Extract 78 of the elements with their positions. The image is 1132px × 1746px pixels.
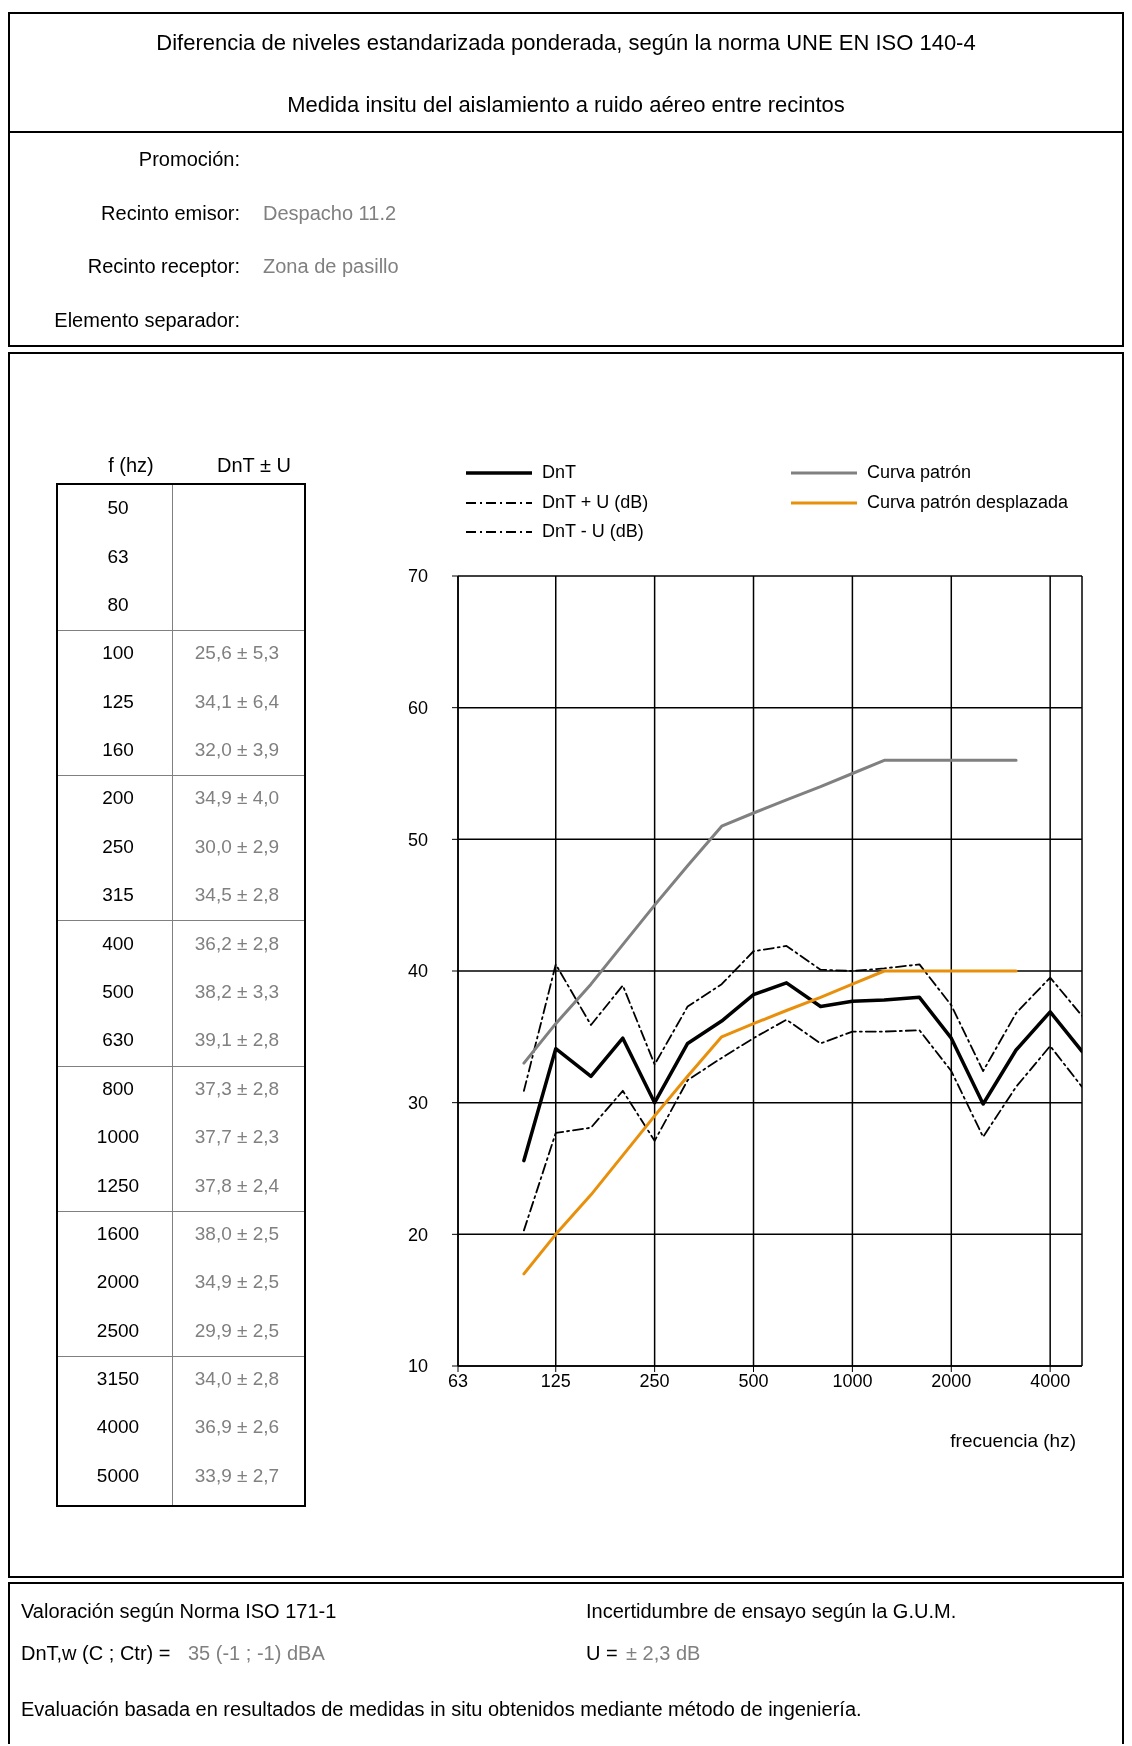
- text: 34,9 ± 2,5: [193, 1271, 281, 1294]
- text: 100: [101, 642, 135, 665]
- text: Evaluación basada en resultados de medidas in situ obtenidos mediante método de ingeniería.: [21, 1698, 862, 1721]
- x-tick-label: 125: [540, 1370, 571, 1391]
- text: 630: [101, 1029, 135, 1052]
- y-tick-label: 20: [407, 1224, 428, 1245]
- text: 125: [101, 690, 135, 713]
- legend-label: DnT - U (dB): [542, 521, 644, 542]
- y-tick-label: 40: [407, 961, 428, 982]
- text: Recinto emisor:: [101, 202, 240, 225]
- legend-label: DnT + U (dB): [542, 492, 649, 513]
- text: 1000: [95, 1126, 141, 1149]
- text: 35 (-1 ; -1) dBA: [188, 1642, 325, 1665]
- text: 38,0 ± 2,5: [193, 1222, 281, 1245]
- text: 30,0 ± 2,9: [193, 835, 281, 858]
- text: 36,9 ± 2,6: [193, 1416, 281, 1439]
- text: 160: [101, 739, 135, 762]
- text: 36,2 ± 2,8: [193, 932, 281, 955]
- x-tick-label: 1000: [832, 1370, 873, 1391]
- text: 29,9 ± 2,5: [193, 1319, 281, 1342]
- text: 1600: [95, 1222, 141, 1245]
- text: 800: [101, 1077, 135, 1100]
- y-tick-label: 70: [407, 566, 428, 587]
- text: Incertidumbre de ensayo según la G.U.M.: [586, 1600, 957, 1623]
- text: 34,0 ± 2,8: [193, 1368, 281, 1391]
- text: 63: [106, 545, 130, 568]
- text: DnT,w (C ; Ctr) =: [21, 1642, 171, 1665]
- text: 34,1 ± 6,4: [193, 690, 281, 713]
- x-tick-label: 63: [447, 1370, 469, 1391]
- text: 37,8 ± 2,4: [193, 1174, 281, 1197]
- x-tick-label: 500: [738, 1370, 769, 1391]
- line-series: [522, 758, 1018, 1065]
- text: 50: [106, 497, 130, 520]
- text: U =: [586, 1642, 618, 1665]
- text: 5000: [95, 1464, 141, 1487]
- text: f (hz): [107, 454, 155, 477]
- text: Valoración según Norma ISO 171-1: [21, 1600, 337, 1623]
- text: 315: [101, 884, 135, 907]
- text: 2000: [95, 1271, 141, 1294]
- text: Despacho 11.2: [263, 202, 397, 225]
- text: Diferencia de niveles estandarizada ponderada, según la norma UNE EN ISO 140-4: [155, 30, 977, 56]
- text: 200: [101, 787, 135, 810]
- text: Medida insitu del aislamiento a ruido aéreo entre recintos: [286, 92, 846, 118]
- text: 25,6 ± 5,3: [193, 642, 281, 665]
- text: 37,7 ± 2,3: [193, 1126, 281, 1149]
- text: 80: [106, 593, 130, 616]
- x-tick-label: 4000: [1030, 1370, 1071, 1391]
- text: 500: [101, 981, 135, 1003]
- text: 1250: [95, 1174, 141, 1197]
- x-tick-label: 2000: [931, 1370, 972, 1391]
- text: 33,9 ± 2,7: [193, 1464, 281, 1487]
- legend-label: Curva patrón: [867, 462, 972, 483]
- text: ± 2,3 dB: [626, 1642, 701, 1665]
- text: 400: [101, 932, 135, 955]
- text: Recinto receptor:: [87, 255, 240, 278]
- text: 37,3 ± 2,8: [193, 1077, 281, 1100]
- y-tick-label: 50: [407, 829, 428, 850]
- text: 4000: [95, 1416, 141, 1439]
- x-axis-title: frecuencia (hz): [950, 1430, 1076, 1452]
- text: 250: [101, 835, 135, 858]
- y-tick-label: 60: [407, 698, 428, 719]
- y-tick-label: 30: [407, 1093, 428, 1114]
- text: Elemento separador:: [54, 309, 240, 332]
- legend-label: DnT: [542, 462, 577, 483]
- text: 3150: [95, 1368, 141, 1391]
- y-tick-label: 10: [407, 1356, 428, 1377]
- text: 2500: [95, 1319, 141, 1342]
- text: 38,2 ± 3,3: [193, 981, 281, 1003]
- text: DnT ± U: [216, 454, 292, 477]
- legend-label: Curva patrón desplazada: [867, 492, 1069, 513]
- text: Zona de pasillo: [263, 255, 399, 278]
- text: 34,9 ± 4,0: [193, 787, 281, 810]
- text: Promoción:: [138, 148, 240, 171]
- line-series: [522, 969, 1018, 1276]
- x-tick-label: 250: [639, 1370, 670, 1391]
- text: 32,0 ± 3,9: [193, 739, 281, 762]
- text: 39,1 ± 2,8: [193, 1029, 281, 1052]
- text: 34,5 ± 2,8: [193, 884, 281, 907]
